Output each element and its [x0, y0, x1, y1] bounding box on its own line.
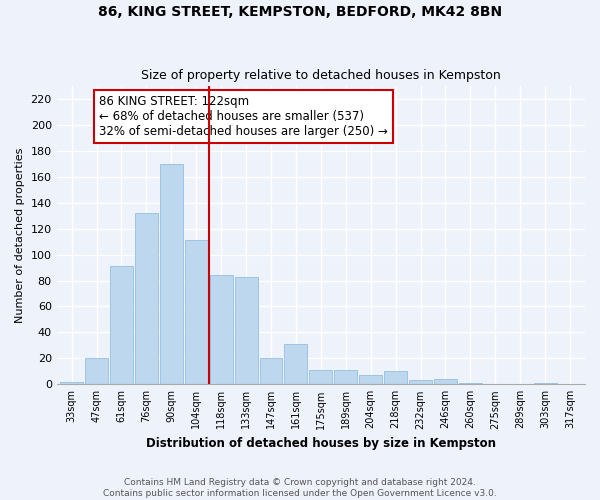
Text: Contains HM Land Registry data © Crown copyright and database right 2024.
Contai: Contains HM Land Registry data © Crown c…: [103, 478, 497, 498]
Bar: [434, 379, 457, 384]
Bar: [235, 276, 257, 384]
Bar: [110, 266, 133, 384]
Bar: [60, 382, 83, 384]
Bar: [310, 370, 332, 384]
Text: 86, KING STREET, KEMPSTON, BEDFORD, MK42 8BN: 86, KING STREET, KEMPSTON, BEDFORD, MK42…: [98, 5, 502, 19]
Bar: [359, 375, 382, 384]
Bar: [135, 213, 158, 384]
Bar: [284, 344, 307, 385]
Bar: [160, 164, 183, 384]
Bar: [209, 276, 233, 384]
Bar: [185, 240, 208, 384]
Bar: [409, 380, 432, 384]
Title: Size of property relative to detached houses in Kempston: Size of property relative to detached ho…: [141, 69, 501, 82]
Bar: [334, 370, 357, 384]
Y-axis label: Number of detached properties: Number of detached properties: [15, 148, 25, 323]
Bar: [533, 383, 557, 384]
Bar: [459, 383, 482, 384]
Bar: [260, 358, 283, 384]
X-axis label: Distribution of detached houses by size in Kempston: Distribution of detached houses by size …: [146, 437, 496, 450]
Bar: [85, 358, 108, 384]
Bar: [384, 372, 407, 384]
Text: 86 KING STREET: 122sqm
← 68% of detached houses are smaller (537)
32% of semi-de: 86 KING STREET: 122sqm ← 68% of detached…: [99, 95, 388, 138]
